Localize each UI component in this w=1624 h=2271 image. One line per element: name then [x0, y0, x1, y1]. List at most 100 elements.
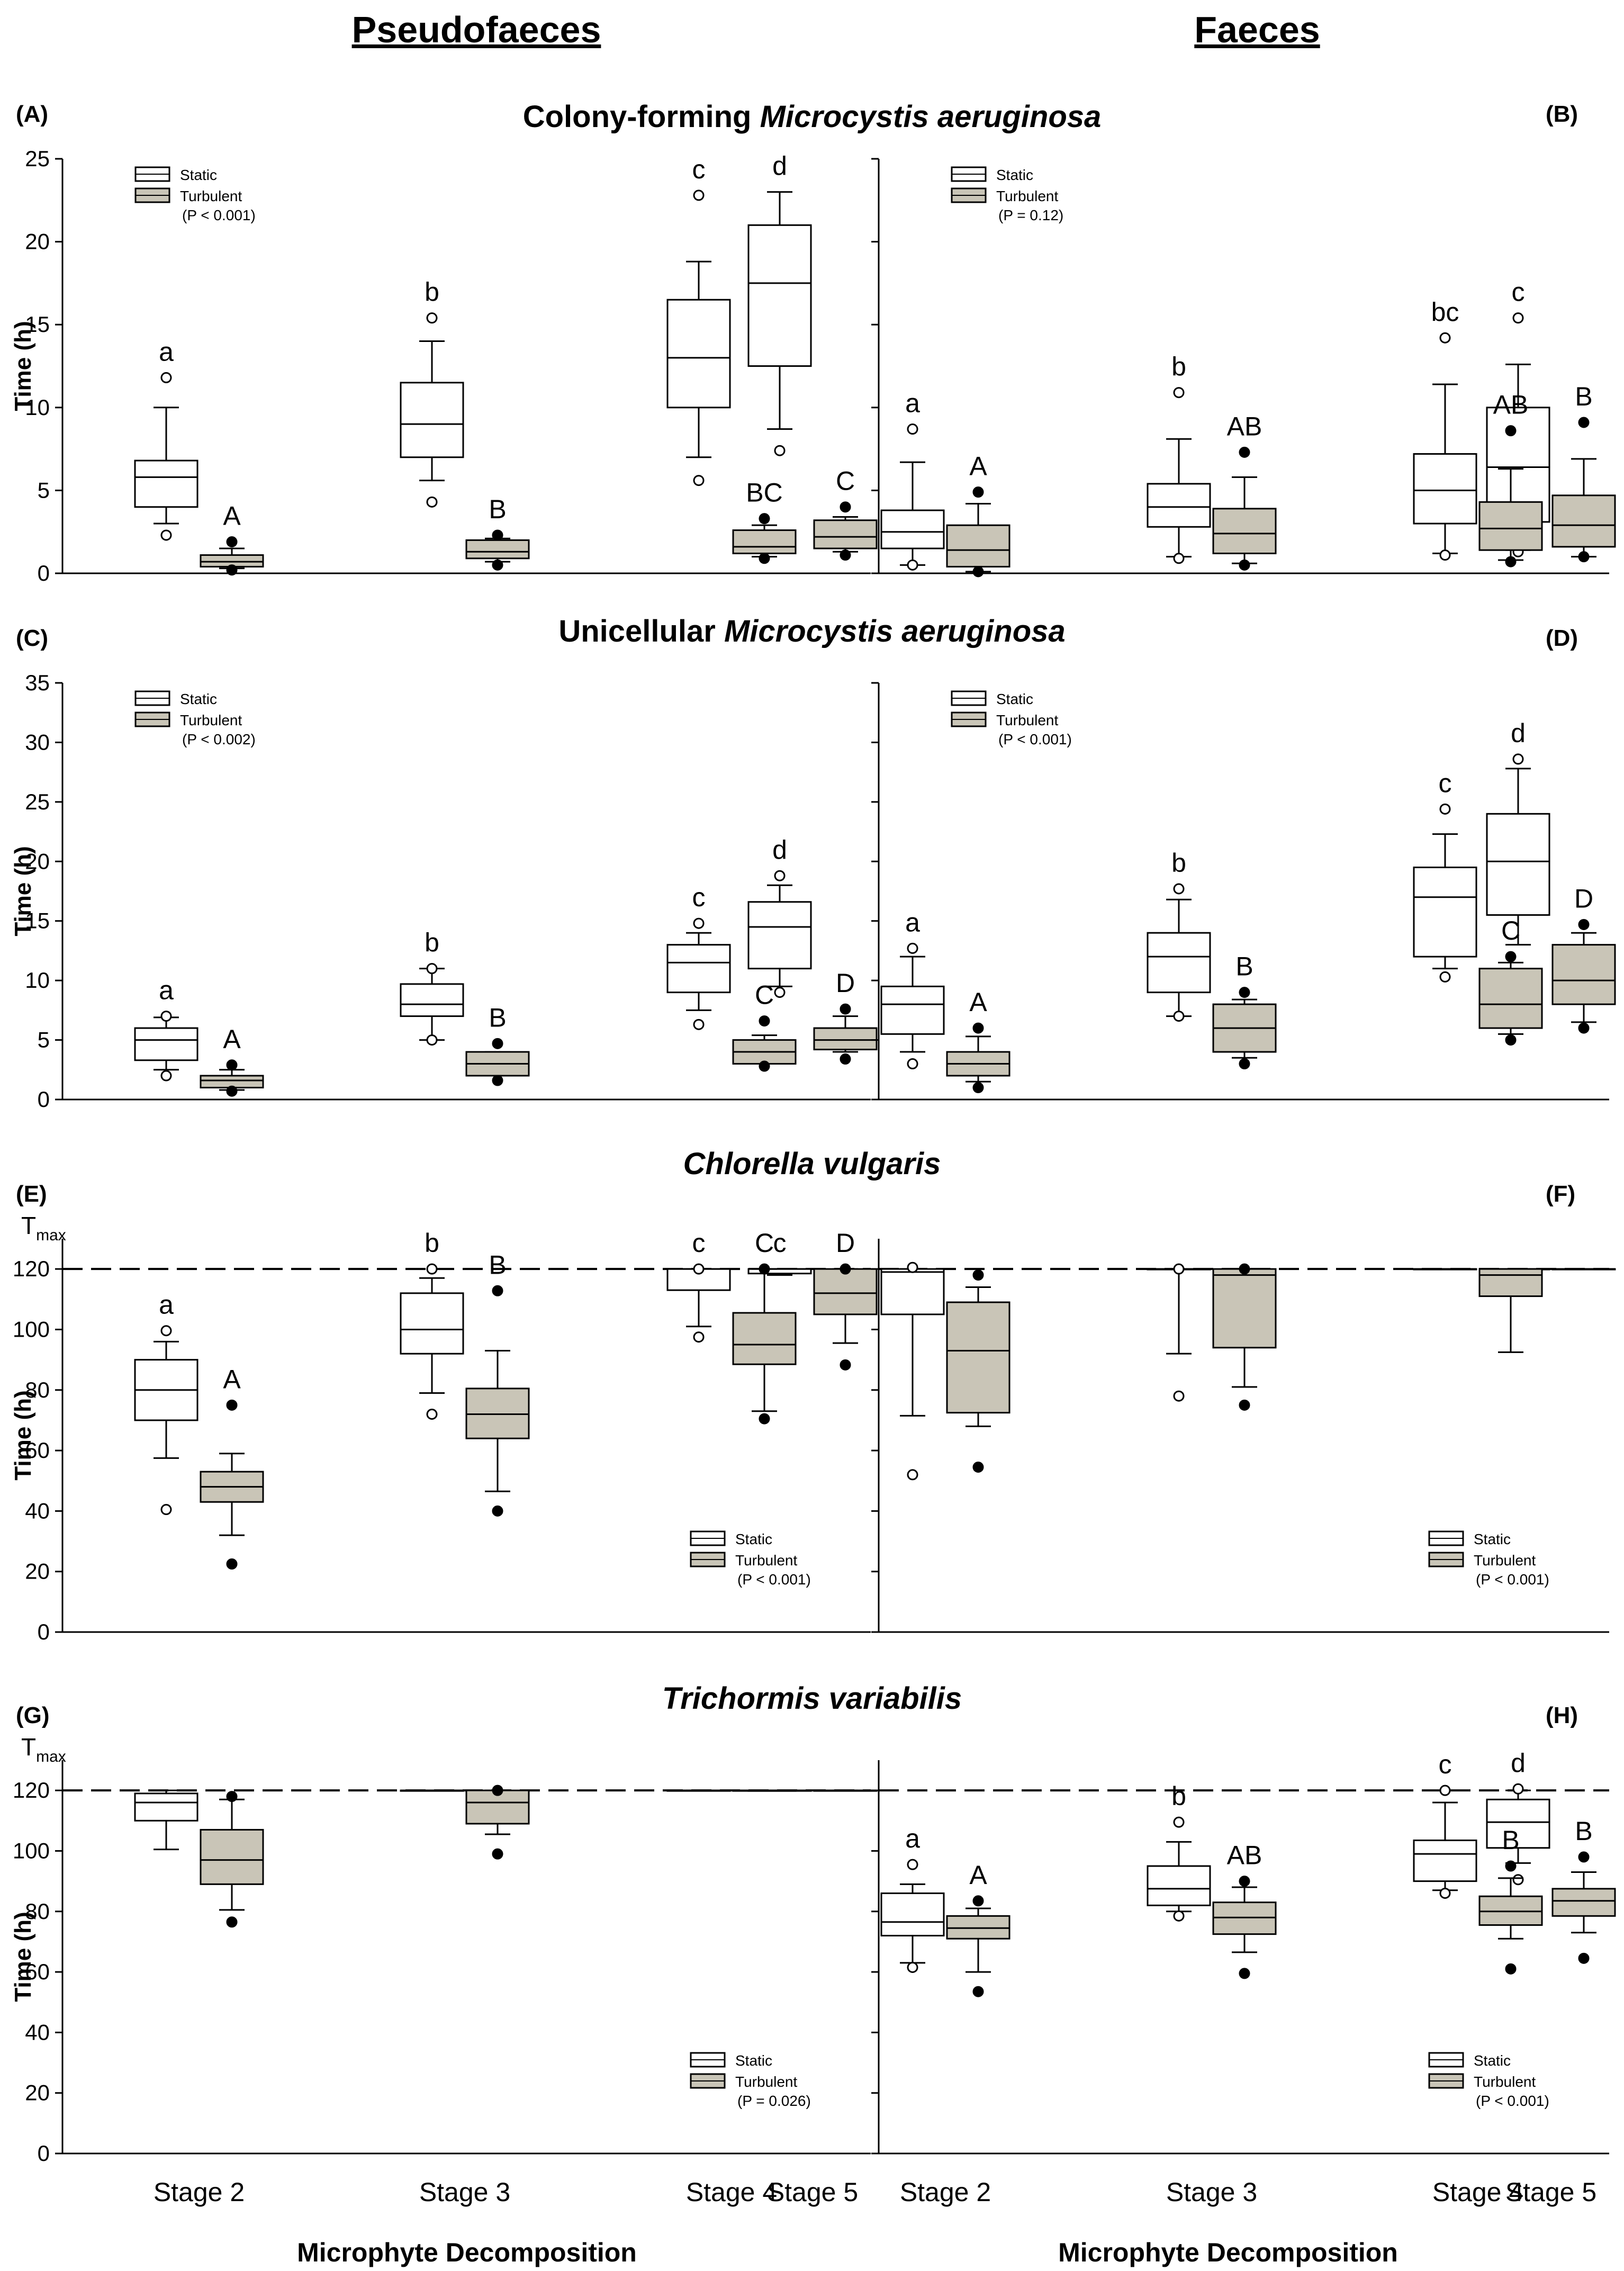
box-iqr	[946, 1301, 1011, 1414]
y-tick-label: 0	[38, 1619, 50, 1644]
y-tick-label: 100	[13, 1838, 50, 1863]
box-iqr	[1147, 1865, 1211, 1906]
significance-label: b	[1171, 352, 1186, 382]
significance-label: C	[755, 1228, 774, 1258]
legend-label-turbulent: Turbulent	[735, 1552, 797, 1569]
legend-label-turbulent: Turbulent	[996, 188, 1058, 204]
outlier-point	[840, 1263, 851, 1275]
significance-label: AB	[1227, 411, 1262, 441]
box-turbulent: D	[813, 1228, 878, 1371]
y-tick-label: 60	[25, 1438, 50, 1463]
x-tick-label: Stage 3	[1166, 2177, 1257, 2207]
significance-label: A	[969, 987, 987, 1017]
box-turbulent: B	[465, 1250, 530, 1517]
outlier-point	[226, 1916, 238, 1928]
outlier-point	[1173, 1263, 1185, 1275]
significance-label: A	[969, 452, 987, 481]
legend-label-static: Static	[180, 167, 217, 183]
row-title-colony-forming: Colony-forming Microcystis aeruginosa	[523, 100, 1102, 134]
outlier-point	[693, 1263, 705, 1275]
box-turbulent: C	[732, 980, 797, 1072]
panel-e: (E) 0 20 40 60 80 100 120 Time (h) Tmax a b c c A B C D St…	[10, 1181, 878, 1644]
outlier-point	[226, 1085, 238, 1097]
significance-label: c	[1439, 768, 1452, 798]
row-title-trichormis: Trichormis variabilis	[662, 1681, 962, 1716]
y-tick-label: 0	[38, 1087, 50, 1112]
outlier-point	[693, 1331, 705, 1343]
panel-label: (A)	[16, 101, 48, 127]
box-static: b	[1147, 848, 1211, 1022]
box-iqr	[465, 539, 530, 560]
box-static: b	[400, 928, 464, 1046]
outlier-point	[972, 1022, 984, 1034]
box-turbulent	[1478, 1268, 1543, 1353]
significance-label: a	[159, 1290, 174, 1320]
significance-label: C	[1501, 916, 1520, 945]
legend-label-static: Static	[996, 691, 1033, 707]
significance-label: B	[1575, 1816, 1592, 1846]
significance-label: c	[692, 882, 706, 912]
significance-label: B	[1575, 382, 1592, 411]
outlier-point	[226, 536, 238, 547]
significance-label: a	[905, 907, 920, 937]
legend-label-turbulent: Turbulent	[180, 712, 242, 728]
outlier-point	[1439, 803, 1451, 815]
box-static: b	[1147, 352, 1211, 564]
outlier-point	[1239, 559, 1250, 571]
box-static: c	[666, 882, 731, 1030]
significance-label: a	[905, 389, 920, 418]
box-turbulent: B	[1478, 1825, 1543, 1975]
outlier-point	[972, 486, 984, 498]
outlier-point	[759, 1263, 770, 1275]
box-static: a	[880, 389, 945, 571]
legend: Static Turbulent (P < 0.001)	[690, 1530, 811, 1588]
significance-label: BC	[746, 478, 782, 508]
box-iqr	[134, 1027, 199, 1061]
panel-a: (A) 0 5 10 15 20 25 Time (h) a b c d A B BC C Static Turb…	[10, 101, 878, 585]
outlier-point	[226, 564, 238, 576]
outlier-point	[160, 1325, 172, 1337]
legend-pvalue: (P < 0.001)	[737, 1571, 811, 1588]
box-iqr	[1551, 944, 1616, 1005]
x-tick-label: Stage 5	[767, 2177, 858, 2207]
legend-label-turbulent: Turbulent	[735, 2074, 797, 2090]
outlier-point	[907, 559, 918, 571]
outlier-point	[1239, 446, 1250, 458]
significance-label: c	[692, 1228, 706, 1258]
box-iqr	[880, 985, 945, 1035]
outlier-point	[426, 1408, 438, 1420]
tmax-label: Tmax	[21, 1733, 66, 1765]
box-iqr	[400, 983, 464, 1017]
row-title-chlorella: Chlorella vulgaris	[683, 1147, 941, 1181]
legend-pvalue: (P < 0.002)	[182, 731, 256, 747]
legend-label-static: Static	[996, 167, 1033, 183]
outlier-point	[840, 501, 851, 513]
y-tick-label: 40	[25, 2020, 50, 2044]
box-turbulent: AB	[1212, 1841, 1277, 1979]
box-turbulent: B	[465, 1003, 530, 1086]
box-turbulent: A	[200, 1364, 264, 1570]
box-iqr	[813, 519, 878, 549]
significance-label: b	[425, 277, 439, 307]
x-tick-label: Stage 2	[154, 2177, 245, 2207]
panel-label: (F)	[1546, 1181, 1575, 1207]
x-axis-label-left: Microphyte Decomposition	[297, 2238, 637, 2267]
legend-label-static: Static	[180, 691, 217, 707]
panel-label: (B)	[1546, 101, 1578, 127]
outlier-point	[907, 1469, 918, 1481]
panel-label: (E)	[16, 1181, 47, 1207]
panel-g: (G) 0 20 40 60 80 100 120 Time (h) Tmax Stage 2 Sta…	[10, 1702, 878, 2207]
outlier-point	[160, 1011, 172, 1022]
y-axis-label: Time (h)	[10, 846, 36, 936]
significance-label: b	[425, 1228, 439, 1258]
box-iqr	[1486, 1798, 1550, 1849]
outlier-point	[840, 1003, 851, 1015]
outlier-point	[1239, 987, 1250, 998]
box-iqr	[1413, 1839, 1477, 1882]
row-title-unicellular: Unicellular Microcystis aeruginosa	[558, 614, 1065, 648]
box-static: a	[134, 337, 199, 541]
significance-label: D	[836, 1228, 855, 1258]
box-turbulent: B	[1551, 1816, 1616, 1964]
outlier-point	[1578, 1022, 1590, 1034]
significance-label: d	[772, 151, 787, 181]
